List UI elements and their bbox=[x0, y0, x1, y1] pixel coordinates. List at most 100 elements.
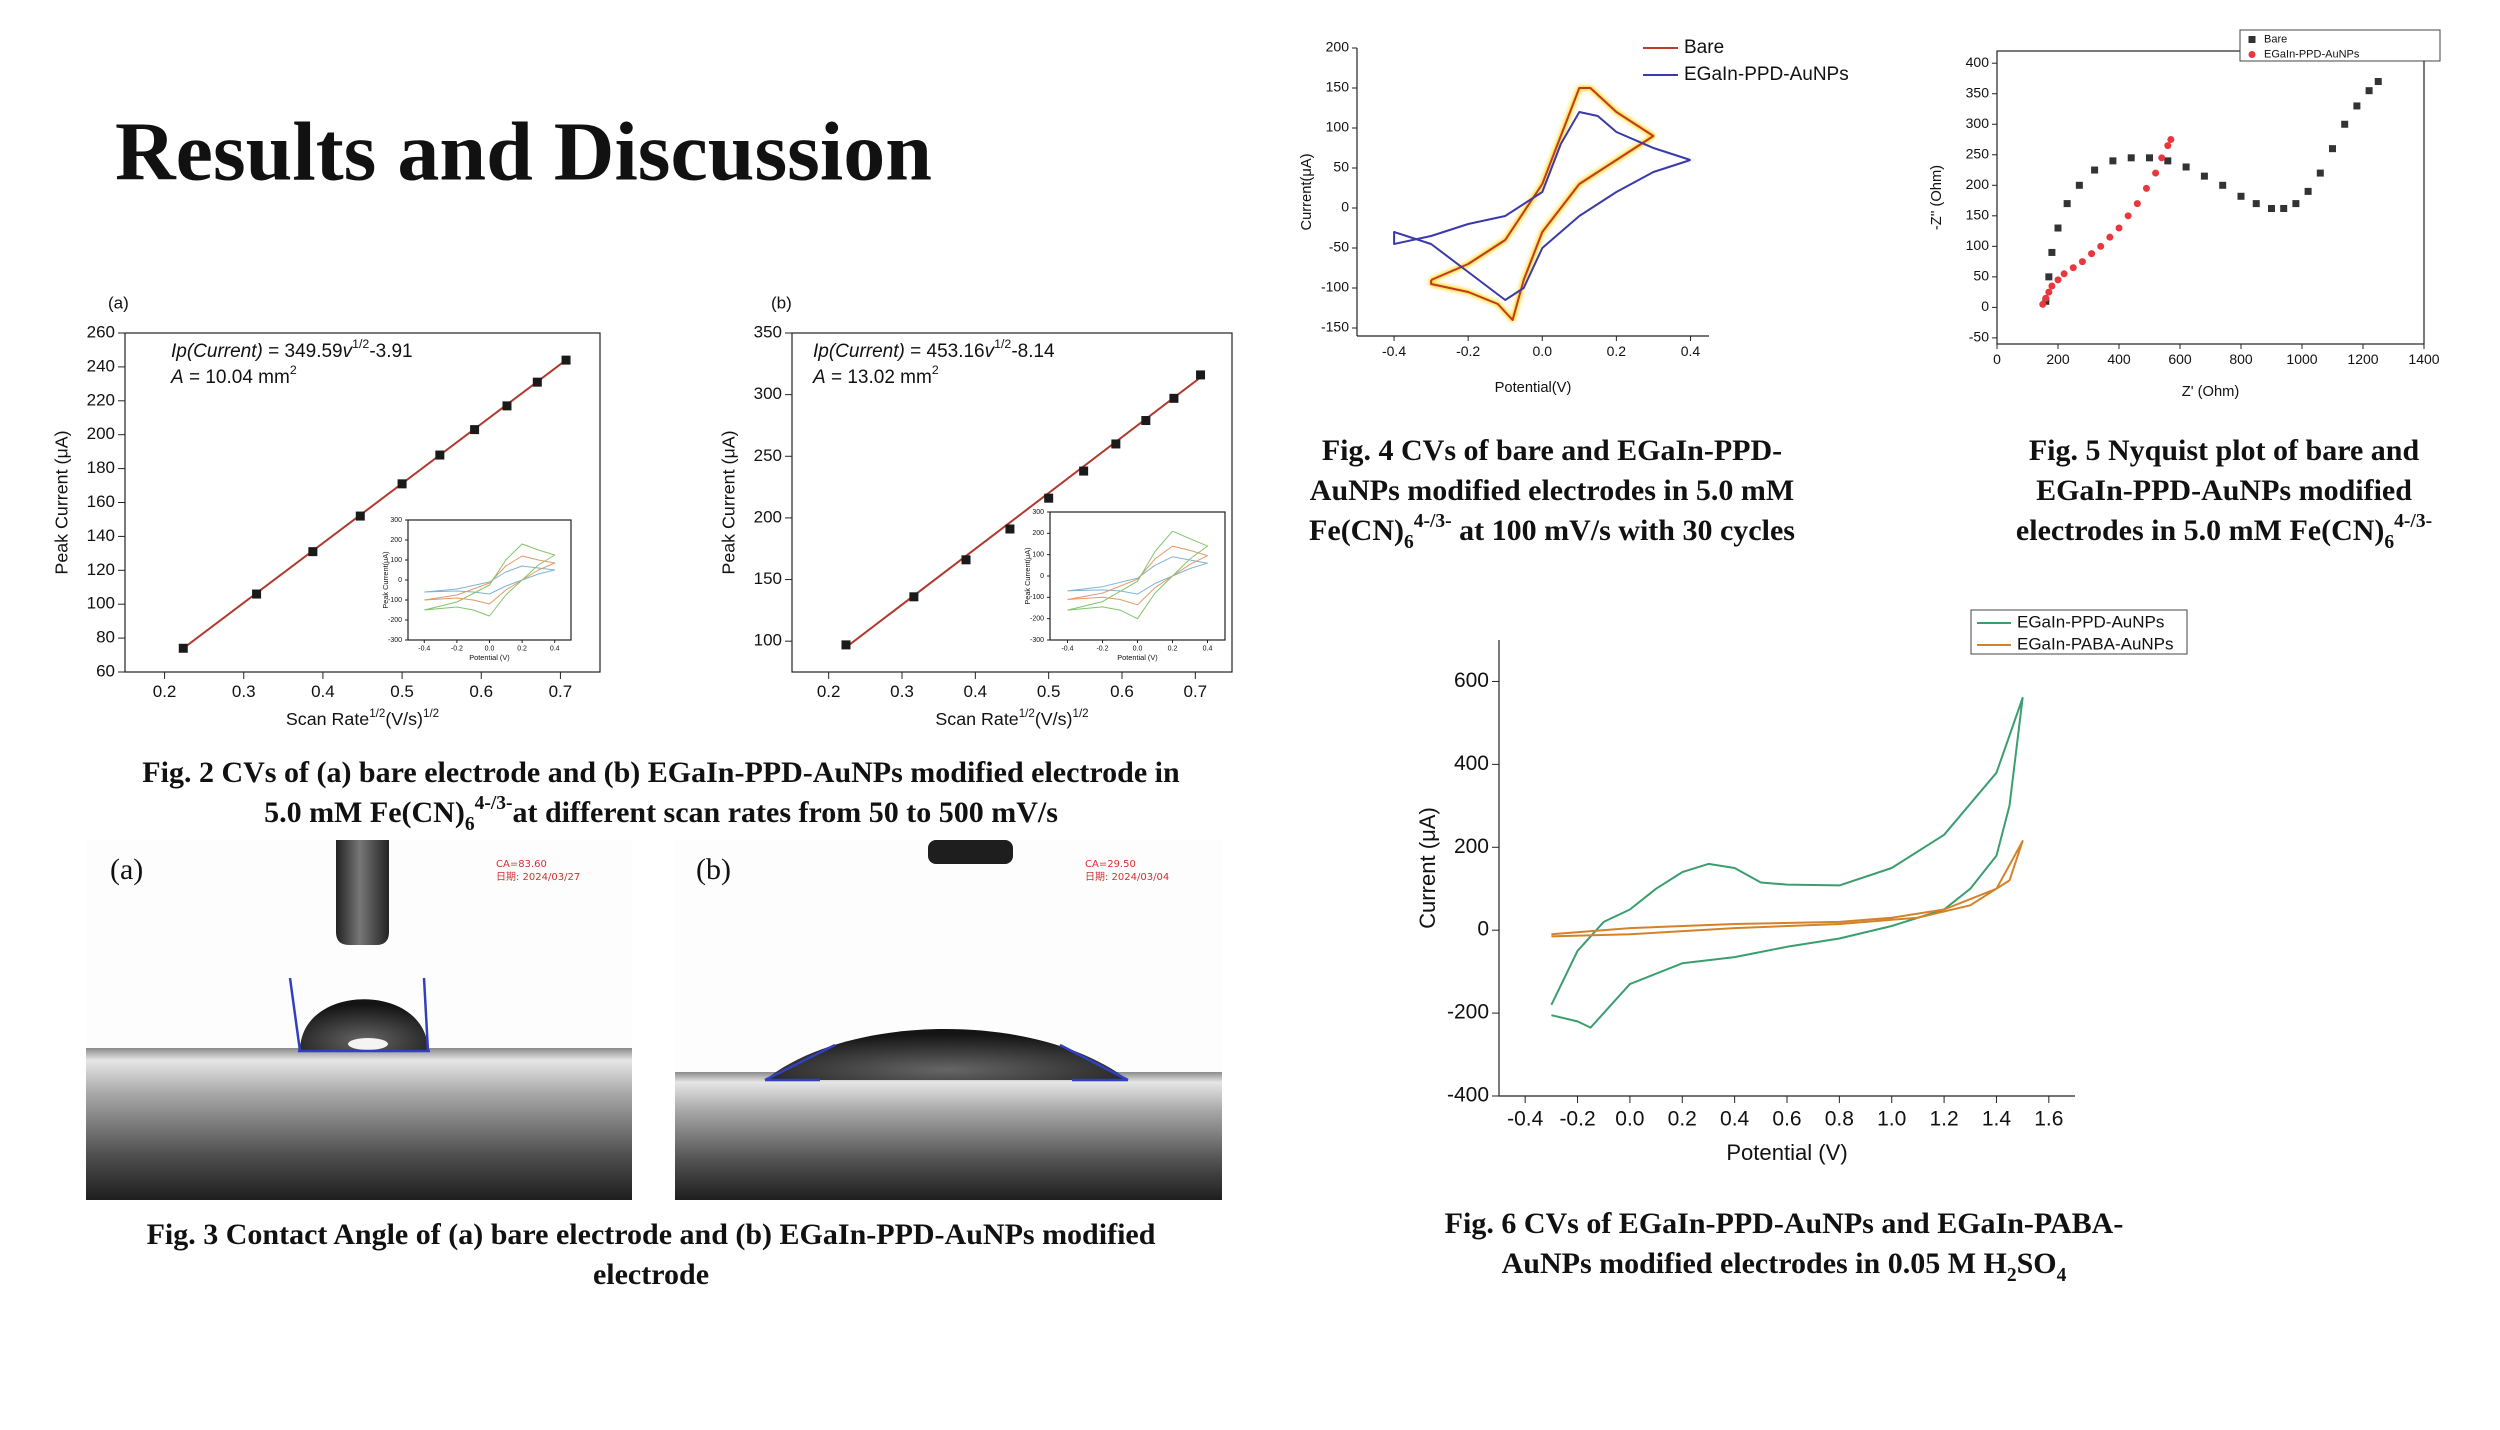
data-point bbox=[178, 643, 188, 653]
y-tick-label: -100 bbox=[1030, 594, 1044, 601]
x-tick-label: 600 bbox=[2168, 351, 2192, 367]
x-tick-label: -0.4 bbox=[418, 645, 430, 652]
data-point bbox=[2109, 157, 2117, 165]
annotation: Ip(Current) = 349.59v1/2-3.91 bbox=[171, 337, 413, 362]
data-point bbox=[2146, 154, 2153, 162]
text-run: -8.14 bbox=[1011, 341, 1055, 362]
data-point bbox=[2164, 157, 2172, 165]
x-tick-label: 0 bbox=[1993, 351, 2001, 367]
y-axis-label: -Z'' (Ohm) bbox=[1929, 165, 1945, 230]
x-tick-label: 1200 bbox=[2347, 351, 2378, 367]
text-run: (V/s) bbox=[385, 709, 423, 729]
x-tick-label: 0.6 bbox=[469, 682, 493, 701]
text-run: v bbox=[343, 341, 354, 362]
data-point bbox=[2329, 145, 2336, 153]
y-tick-label: -150 bbox=[1321, 319, 1349, 335]
figure-caption: Fig. 6 CVs of EGaIn-PPD-AuNPs and EGaIn-… bbox=[1445, 1207, 2124, 1240]
series-line bbox=[1551, 840, 2024, 938]
needle bbox=[336, 840, 389, 945]
x-axis-label: Potential (V) bbox=[1117, 653, 1157, 662]
y-tick-label: 240 bbox=[87, 356, 115, 375]
text-run: Fe(CN) bbox=[1309, 514, 1404, 547]
text-run: 1/2 bbox=[1019, 707, 1035, 720]
series-line bbox=[1550, 697, 2024, 1029]
y-tick-label: 200 bbox=[1326, 39, 1350, 55]
x-axis-label: Scan Rate1/2(V/s)1/2 bbox=[286, 707, 439, 729]
data-point bbox=[308, 547, 318, 557]
x-tick-label: -0.2 bbox=[1559, 1107, 1595, 1130]
y-tick-label: 100 bbox=[1032, 552, 1044, 559]
text-run: -3.91 bbox=[369, 341, 412, 362]
data-point bbox=[2182, 163, 2190, 171]
x-tick-label: 0.5 bbox=[1037, 682, 1061, 701]
data-point bbox=[2304, 187, 2312, 195]
y-tick-label: 200 bbox=[1966, 176, 1990, 192]
data-point bbox=[2127, 154, 2135, 162]
y-tick-label: 50 bbox=[1973, 268, 1989, 284]
inset-line bbox=[424, 543, 556, 617]
figure-caption: Fig. 5 Nyquist plot of bare and bbox=[2029, 434, 2420, 467]
y-axis-label: Current (μA) bbox=[1415, 807, 1440, 929]
x-tick-label: 0.2 bbox=[1668, 1107, 1697, 1130]
y-tick-label: 0 bbox=[1981, 298, 1989, 314]
data-point bbox=[2316, 169, 2324, 177]
data-point bbox=[397, 479, 407, 489]
text-run: A bbox=[812, 367, 826, 388]
data-point bbox=[2365, 87, 2373, 95]
y-tick-label: 250 bbox=[1966, 145, 1990, 161]
data-point bbox=[2237, 192, 2245, 200]
y-tick-label: -200 bbox=[388, 617, 402, 624]
x-tick-label: 0.4 bbox=[964, 682, 988, 701]
text-run: v bbox=[985, 341, 996, 362]
photo-label: (b) bbox=[696, 853, 731, 886]
data-point bbox=[2060, 270, 2068, 278]
x-axis-label: Potential(V) bbox=[1495, 380, 1572, 396]
y-tick-label: 250 bbox=[754, 446, 782, 465]
substrate bbox=[675, 1072, 1222, 1200]
tangent-lines bbox=[288, 977, 430, 1053]
text-run: at different scan rates from 50 to 500 m… bbox=[512, 796, 1057, 829]
y-tick-label: -100 bbox=[1321, 279, 1349, 295]
text-run: Scan Rate bbox=[935, 709, 1018, 729]
y-tick-label: 80 bbox=[96, 628, 115, 647]
text-run: 2 bbox=[932, 363, 939, 377]
y-tick-label: 150 bbox=[1966, 207, 1990, 223]
text-run: 1/2 bbox=[994, 337, 1011, 351]
x-tick-label: 0.4 bbox=[550, 645, 560, 652]
x-tick-label: 400 bbox=[2107, 351, 2131, 367]
data-point bbox=[1196, 370, 1206, 380]
x-tick-label: 0.0 bbox=[485, 645, 495, 652]
data-point bbox=[1005, 524, 1015, 534]
legend-label: Bare bbox=[1684, 37, 1724, 58]
y-tick-label: 0 bbox=[398, 577, 402, 584]
data-point bbox=[2088, 250, 2096, 258]
legend-box bbox=[2239, 29, 2441, 62]
data-point bbox=[2091, 166, 2099, 174]
contact-angle: CA=83.60 bbox=[496, 859, 547, 870]
legend-box bbox=[1970, 609, 2188, 655]
y-axis-label: Peak Current (μA) bbox=[719, 430, 739, 574]
legend-label: EGaIn-PPD-AuNPs bbox=[2264, 48, 2360, 60]
text-run: Fig. 5 Nyquist plot of bare and bbox=[2029, 434, 2420, 467]
figure-caption: AuNPs modified electrodes in 5.0 mM bbox=[1310, 474, 1794, 507]
data-point bbox=[2048, 248, 2056, 256]
y-tick-label: 200 bbox=[754, 507, 782, 526]
y-tick-label: -200 bbox=[1030, 616, 1044, 623]
text-run: (V/s) bbox=[1035, 709, 1073, 729]
y-axis-label: Peak Current(μA) bbox=[381, 551, 390, 608]
x-tick-label: 0.2 bbox=[1607, 343, 1627, 359]
y-tick-label: 120 bbox=[87, 560, 115, 579]
text-run: 5.0 mM Fe(CN) bbox=[264, 796, 465, 829]
data-point bbox=[2063, 200, 2071, 208]
figure-caption: EGaIn-PPD-AuNPs modified bbox=[2036, 474, 2412, 507]
x-tick-label: 0.7 bbox=[1184, 682, 1208, 701]
y-tick-label: 100 bbox=[754, 631, 782, 650]
data-point bbox=[2280, 204, 2288, 212]
data-point bbox=[532, 377, 542, 387]
data-point bbox=[2078, 258, 2086, 266]
figure-caption: 5.0 mM Fe(CN)64-/3-at different scan rat… bbox=[264, 793, 1058, 835]
text-run: 4-/3- bbox=[475, 793, 513, 814]
text-run: = 453.16 bbox=[905, 341, 985, 362]
data-point bbox=[2069, 264, 2077, 272]
